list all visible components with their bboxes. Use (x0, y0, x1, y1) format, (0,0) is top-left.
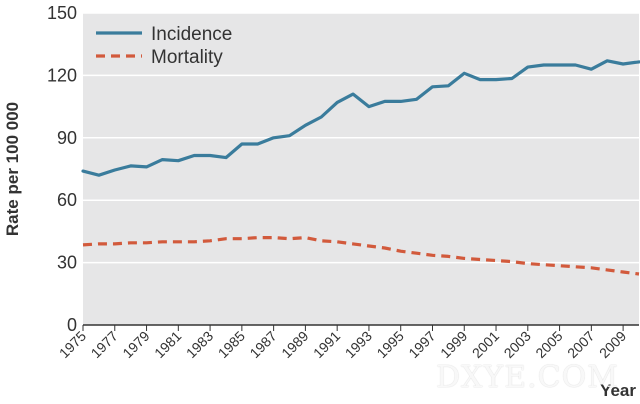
y-tick-label-0: 0 (67, 315, 77, 335)
x-tick-label-1997: 1997 (405, 328, 438, 361)
x-tick-label-1995: 1995 (373, 328, 406, 361)
series-layer (81, 59, 640, 276)
x-axis-ticks: 1975197719791981198319851987198919911993… (56, 325, 629, 361)
x-tick-label-1999: 1999 (437, 328, 470, 361)
y-tick-label-150: 150 (47, 3, 77, 23)
x-tick-label-1979: 1979 (119, 328, 152, 361)
x-tick-label-1981: 1981 (151, 328, 184, 361)
x-tick-label-1991: 1991 (310, 328, 343, 361)
y-tick-label-90: 90 (57, 128, 77, 148)
x-axis-title: Year (600, 381, 636, 400)
x-tick-label-1987: 1987 (246, 328, 279, 361)
x-tick-label-1989: 1989 (278, 328, 311, 361)
x-tick-label-1983: 1983 (183, 328, 216, 361)
series-line-mortality (82, 236, 640, 276)
legend-label-mortality: Mortality (151, 47, 223, 68)
y-axis-title: Rate per 100 000 (3, 102, 22, 236)
x-tick-label-1977: 1977 (88, 328, 121, 361)
x-tick-label-1985: 1985 (215, 328, 248, 361)
x-tick-label-2001: 2001 (469, 328, 502, 361)
x-tick-label-2009: 2009 (596, 328, 629, 361)
x-tick-label-1975: 1975 (56, 328, 89, 361)
legend: Incidence Mortality (96, 24, 232, 68)
series-line-incidence (81, 59, 640, 177)
legend-label-incidence: Incidence (151, 24, 232, 45)
y-axis-ticks: 0 30 60 90 120 150 (47, 3, 77, 335)
y-tick-label-60: 60 (57, 190, 77, 210)
y-tick-label-120: 120 (47, 65, 77, 85)
x-tick-label-1993: 1993 (342, 328, 375, 361)
watermark: DXYE.COM (436, 360, 619, 395)
x-tick-label-2005: 2005 (532, 328, 565, 361)
x-tick-label-2007: 2007 (564, 328, 597, 361)
gridlines (83, 12, 639, 264)
y-tick-label-30: 30 (57, 253, 77, 273)
x-tick-label-2003: 2003 (501, 328, 534, 361)
